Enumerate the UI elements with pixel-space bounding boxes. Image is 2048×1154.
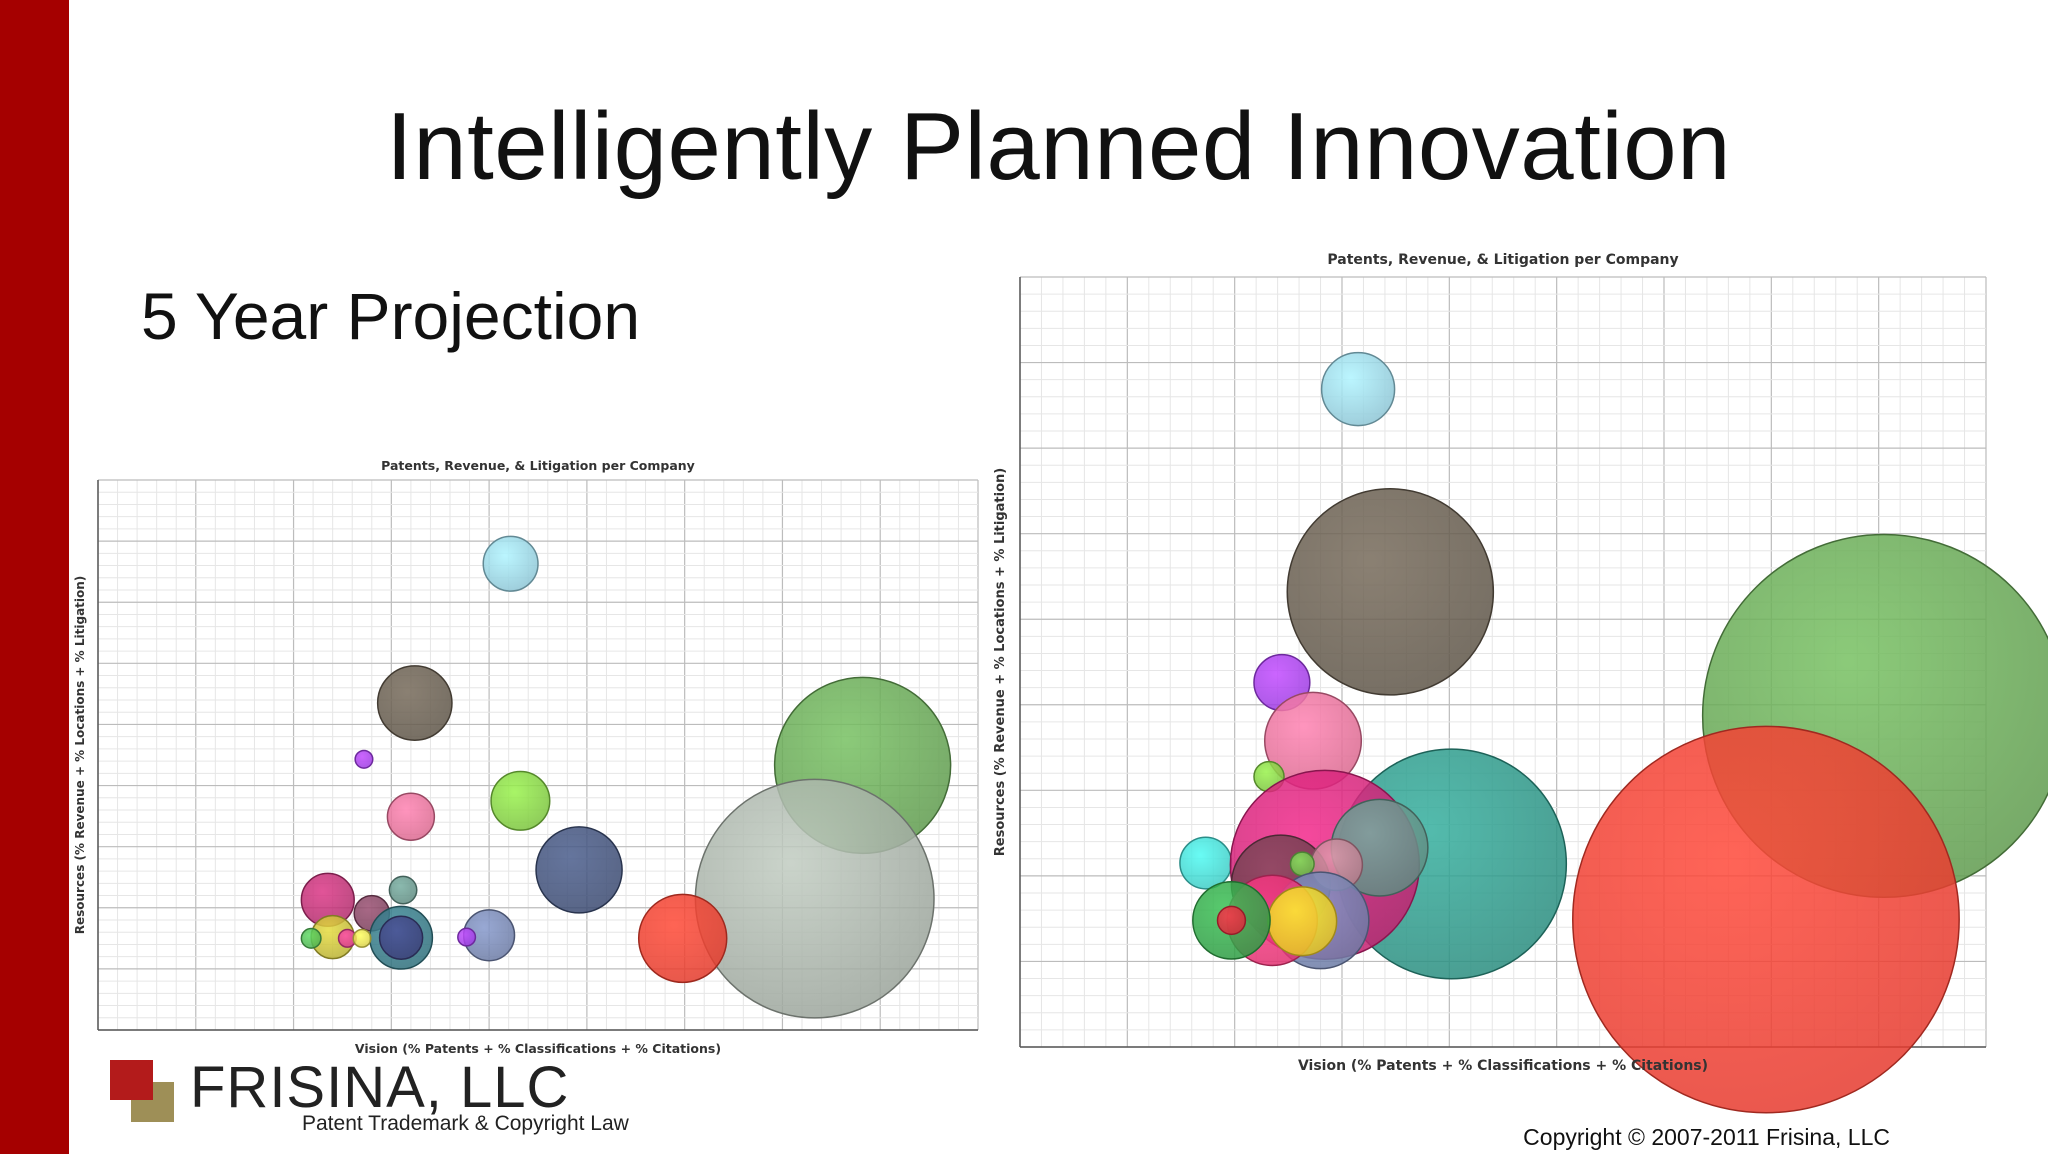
bubble-chart-large: Patents, Revenue, & Litigation per Compa…: [993, 252, 2048, 1114]
bubble: [694, 778, 935, 1019]
bubble: [482, 535, 539, 592]
bubble: [1216, 905, 1247, 936]
bubbles: [300, 535, 952, 1019]
bubble: [1289, 851, 1315, 877]
bubble: [1179, 836, 1233, 890]
bubble: [354, 749, 374, 769]
frisina-logo: FRISINA, LLC Patent Trademark & Copyrigh…: [110, 1055, 630, 1140]
logo-tagline: Patent Trademark & Copyright Law: [302, 1112, 629, 1135]
bubble: [352, 928, 372, 948]
bubble: [457, 927, 477, 947]
copyright-notice: Copyright © 2007-2011 Frisina, LLC: [1523, 1124, 1890, 1150]
bubble: [1286, 488, 1495, 696]
slide-subtitle: 5 Year Projection: [141, 279, 641, 353]
bubble: [1267, 886, 1338, 957]
x-axis-label: Vision (% Patents + % Classifications + …: [355, 1041, 721, 1056]
bubble: [1572, 725, 1960, 1114]
slide-title: Intelligently Planned Innovation: [386, 93, 1731, 200]
bubble: [300, 927, 322, 949]
bubble: [1320, 351, 1396, 427]
bubble: [490, 770, 551, 831]
y-axis-label: Resources (% Revenue + % Locations + % L…: [73, 576, 87, 935]
logo-name: FRISINA, LLC: [190, 1055, 570, 1120]
bubble: [376, 665, 453, 741]
bubble: [637, 893, 728, 984]
bubble: [378, 915, 424, 960]
accent-bar: [0, 0, 69, 1154]
bubble: [388, 875, 418, 905]
bubble-chart-small: Patents, Revenue, & Litigation per Compa…: [73, 458, 979, 1056]
x-axis-label: Vision (% Patents + % Classifications + …: [1298, 1058, 1708, 1074]
chart-title: Patents, Revenue, & Litigation per Compa…: [1327, 252, 1678, 268]
bubble: [535, 826, 623, 914]
bubbles: [1179, 351, 2048, 1114]
y-axis-label: Resources (% Revenue + % Locations + % L…: [993, 468, 1008, 856]
chart-title: Patents, Revenue, & Litigation per Compa…: [381, 458, 695, 473]
bubble: [386, 792, 436, 841]
logo-square-red: [110, 1060, 153, 1100]
